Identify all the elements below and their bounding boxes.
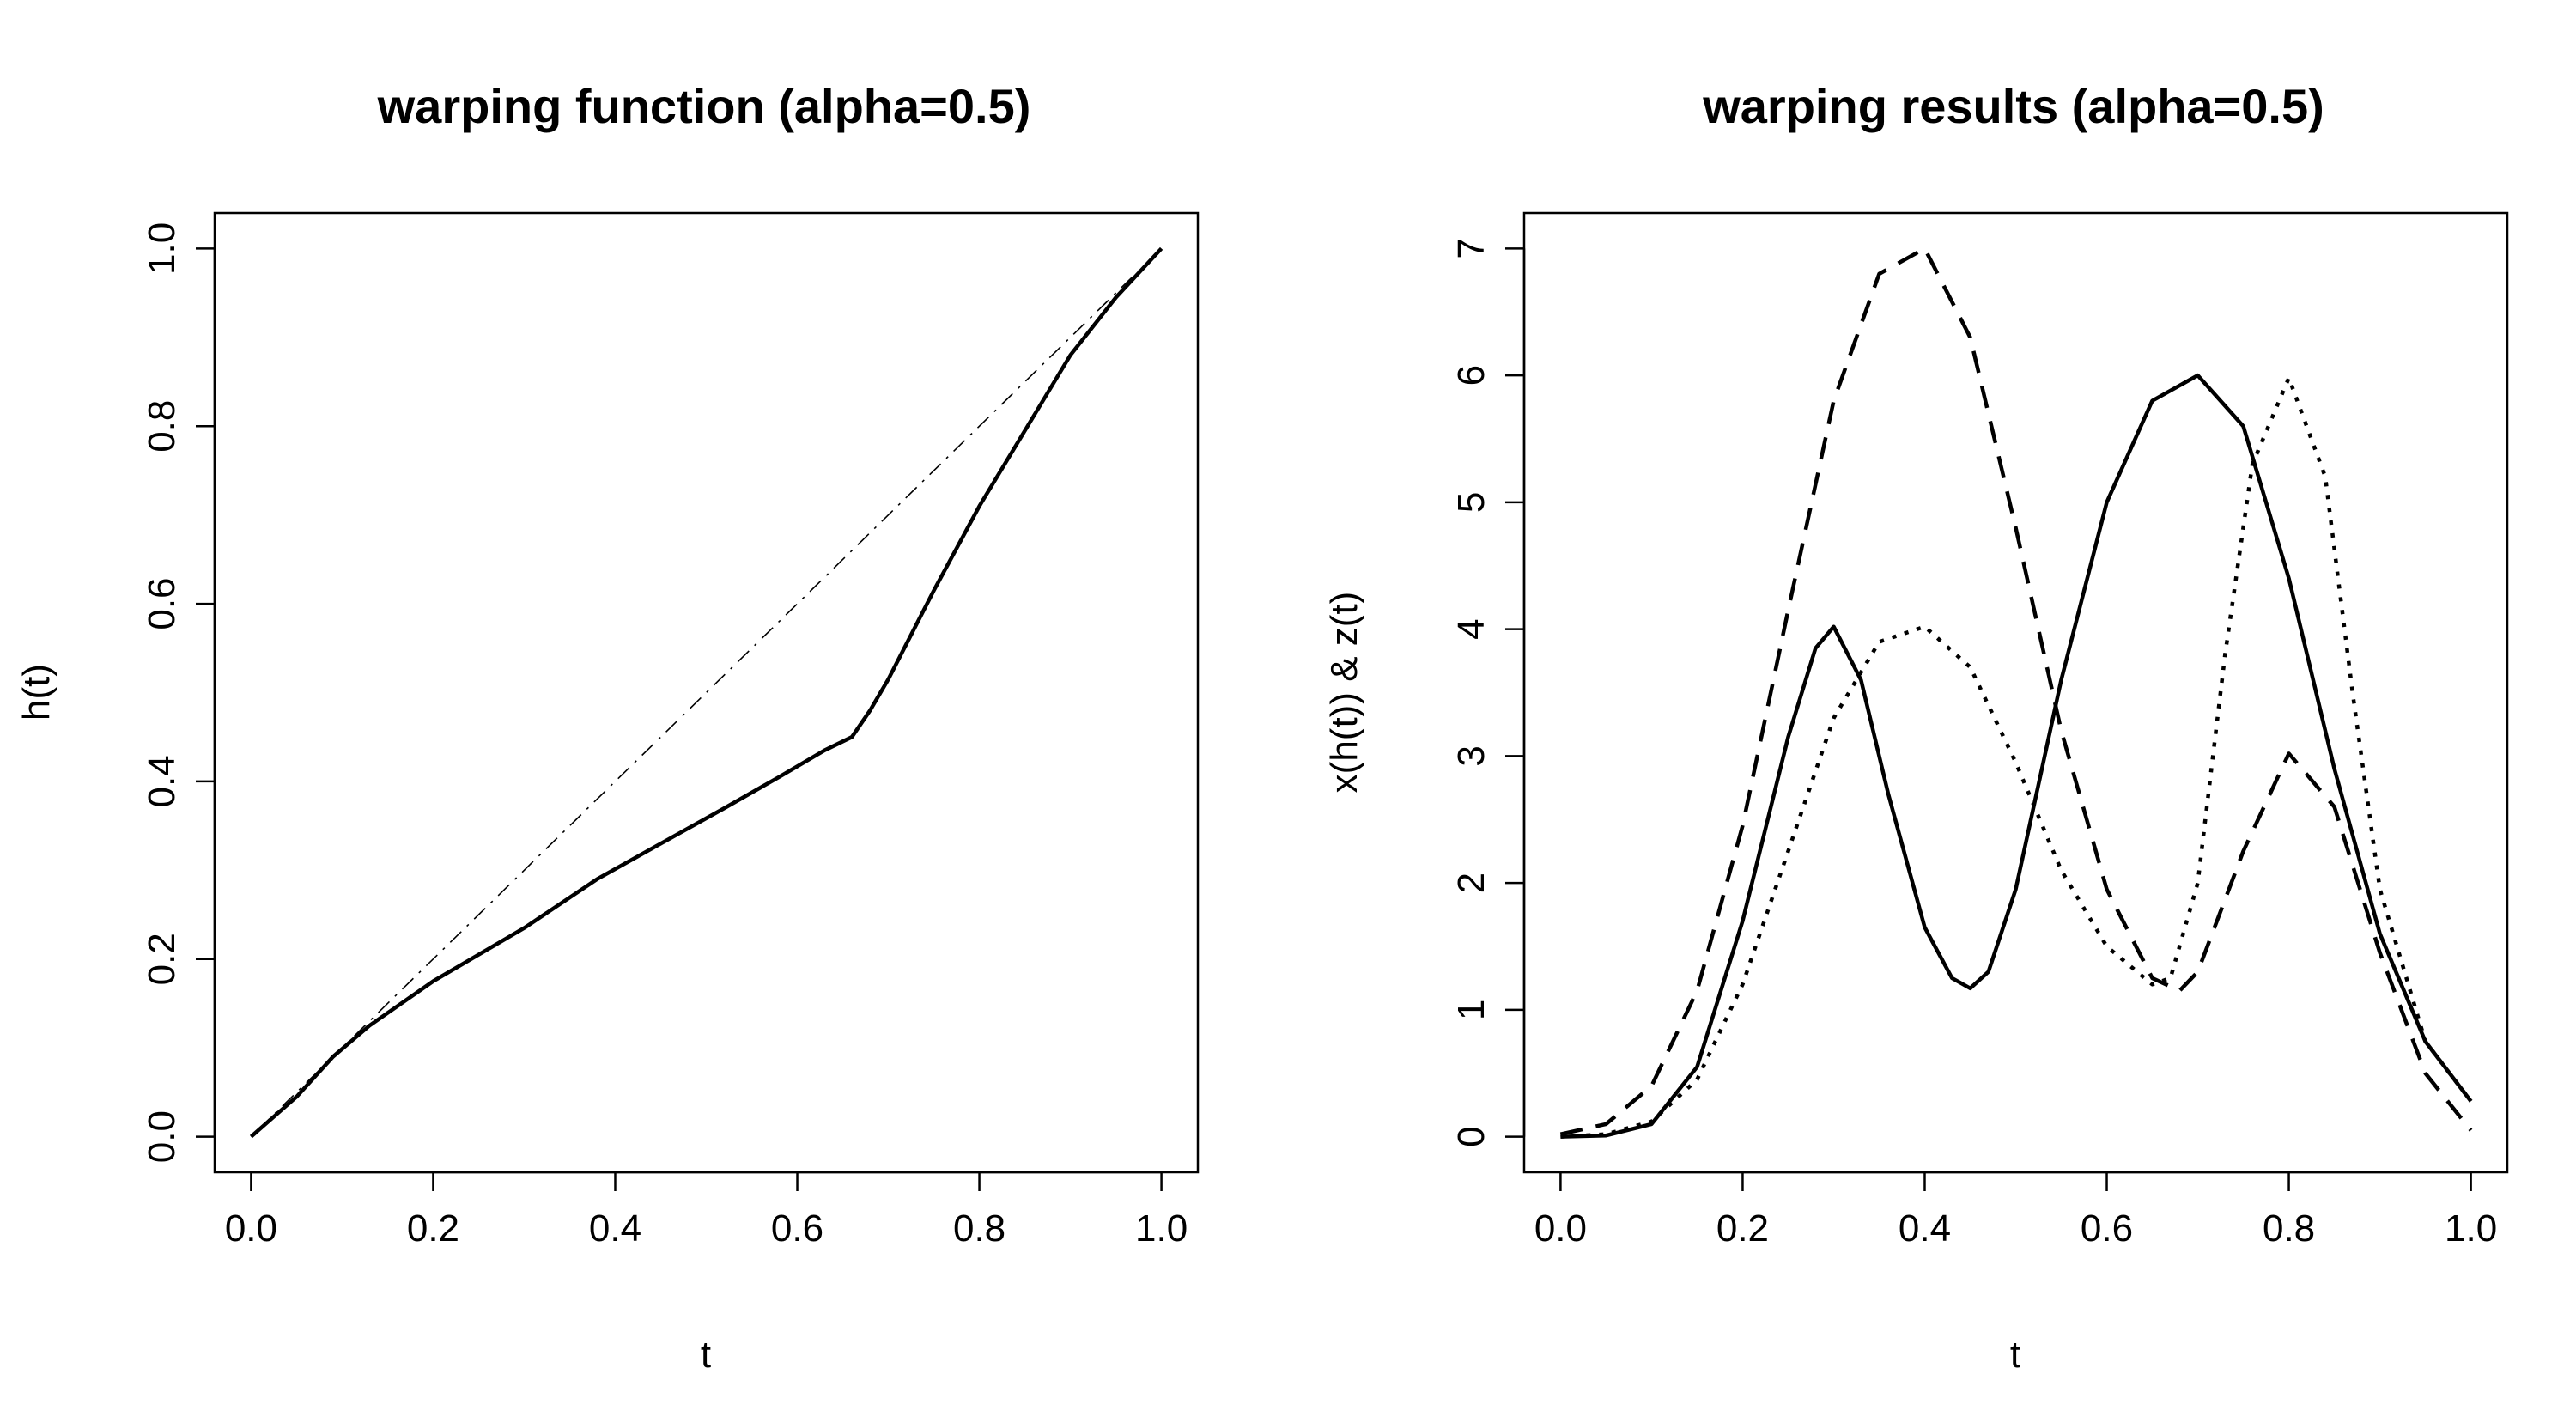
right-x-tick-label: 1.0 bbox=[2445, 1207, 2497, 1250]
right-y-tick-label: 4 bbox=[1450, 618, 1492, 639]
right-chart-panel: warping results (alpha=0.5) 0.0 0.2 0.4 0.6… bbox=[1323, 79, 2509, 1376]
left-x-tick-label: 0.2 bbox=[407, 1207, 459, 1250]
right-series-lines bbox=[1559, 246, 2473, 1139]
left-chart-panel: warping function (alpha=0.5) 0.0 0.2 0.4 0.… bbox=[15, 79, 1200, 1376]
left-x-tick-label: 0.0 bbox=[225, 1207, 277, 1250]
right-y-tick-label: 1 bbox=[1450, 1000, 1492, 1020]
left-chart-title: warping function (alpha=0.5) bbox=[377, 79, 1031, 133]
right-series-dotted-line bbox=[1560, 375, 2473, 1139]
right-y-tick-label: 2 bbox=[1450, 873, 1492, 893]
right-plot-frame bbox=[1522, 211, 2509, 1174]
right-x-tick-label: 0.0 bbox=[1534, 1207, 1587, 1250]
left-x-tick-label: 0.4 bbox=[589, 1207, 641, 1250]
right-y-axis-label: x(h(t)) & z(t) bbox=[1323, 592, 1365, 794]
right-y-tick-label: 0 bbox=[1450, 1126, 1492, 1146]
left-ticks: 0.0 0.2 0.4 0.6 0.8 1.0 0.0 0.2 0.4 0.6 0.8 1.0 bbox=[141, 222, 1188, 1250]
right-x-tick-label: 0.4 bbox=[1899, 1207, 1951, 1250]
left-y-tick-label: 0.2 bbox=[141, 933, 183, 985]
left-y-axis-label: h(t) bbox=[15, 664, 58, 721]
right-series-dashed-line bbox=[1559, 246, 2473, 1136]
right-ticks: 0.0 0.2 0.4 0.6 0.8 1.0 0 1 2 3 4 5 6 7 bbox=[1450, 238, 2497, 1250]
left-y-tick-label: 0.8 bbox=[141, 400, 183, 453]
left-y-tick-label: 0.0 bbox=[141, 1110, 183, 1163]
right-y-tick-label: 5 bbox=[1450, 492, 1492, 513]
left-x-tick-label: 0.6 bbox=[771, 1207, 823, 1250]
left-x-axis-label: t bbox=[701, 1334, 711, 1376]
right-y-tick-label: 3 bbox=[1450, 745, 1492, 766]
right-y-tick-label: 7 bbox=[1450, 238, 1492, 258]
right-x-tick-label: 0.2 bbox=[1716, 1207, 1769, 1250]
left-x-tick-label: 0.8 bbox=[953, 1207, 1005, 1250]
right-x-tick-label: 0.8 bbox=[2263, 1207, 2315, 1250]
right-x-tick-label: 0.6 bbox=[2081, 1207, 2133, 1250]
left-y-tick-label: 1.0 bbox=[141, 222, 183, 275]
left-series-solid-line bbox=[249, 246, 1163, 1139]
left-x-tick-label: 1.0 bbox=[1135, 1207, 1188, 1250]
right-series-solid-line bbox=[1560, 373, 2473, 1139]
left-y-tick-label: 0.4 bbox=[141, 755, 183, 807]
right-chart-title: warping results (alpha=0.5) bbox=[1702, 79, 2324, 133]
left-series-dotdash-line bbox=[250, 247, 1163, 1138]
right-x-axis-label: t bbox=[2010, 1334, 2020, 1376]
left-y-tick-label: 0.6 bbox=[141, 577, 183, 629]
right-y-tick-label: 6 bbox=[1450, 365, 1492, 386]
left-series-lines bbox=[249, 246, 1163, 1139]
